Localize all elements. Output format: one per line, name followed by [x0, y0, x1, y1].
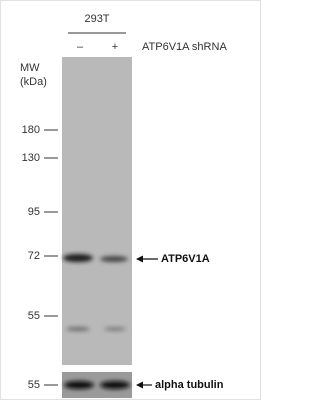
marker-label: 95 — [28, 206, 40, 218]
band-label: alpha tubulin — [155, 379, 224, 391]
lane-label: – — [77, 41, 84, 53]
band — [100, 381, 130, 389]
band — [64, 381, 94, 389]
treatment-label: ATP6V1A shRNA — [142, 41, 227, 53]
cell-line: 293T — [84, 13, 109, 25]
marker-label: 55 — [28, 310, 40, 322]
band-label: ATP6V1A — [161, 253, 210, 265]
band — [104, 327, 126, 331]
blot-membrane — [62, 57, 132, 365]
marker-label: 55 — [28, 379, 40, 391]
band — [100, 256, 128, 262]
blot-figure: 293T – + ATP6V1A shRNA MW (kDa) 180 130 … — [0, 0, 261, 400]
mw-label: MW — [20, 62, 40, 74]
marker-label: 130 — [22, 152, 40, 164]
mw-label: (kDa) — [20, 76, 47, 88]
marker-label: 180 — [22, 124, 40, 136]
marker-label: 72 — [28, 250, 40, 262]
band — [66, 327, 90, 331]
band — [63, 254, 93, 262]
lane-label: + — [112, 41, 118, 53]
